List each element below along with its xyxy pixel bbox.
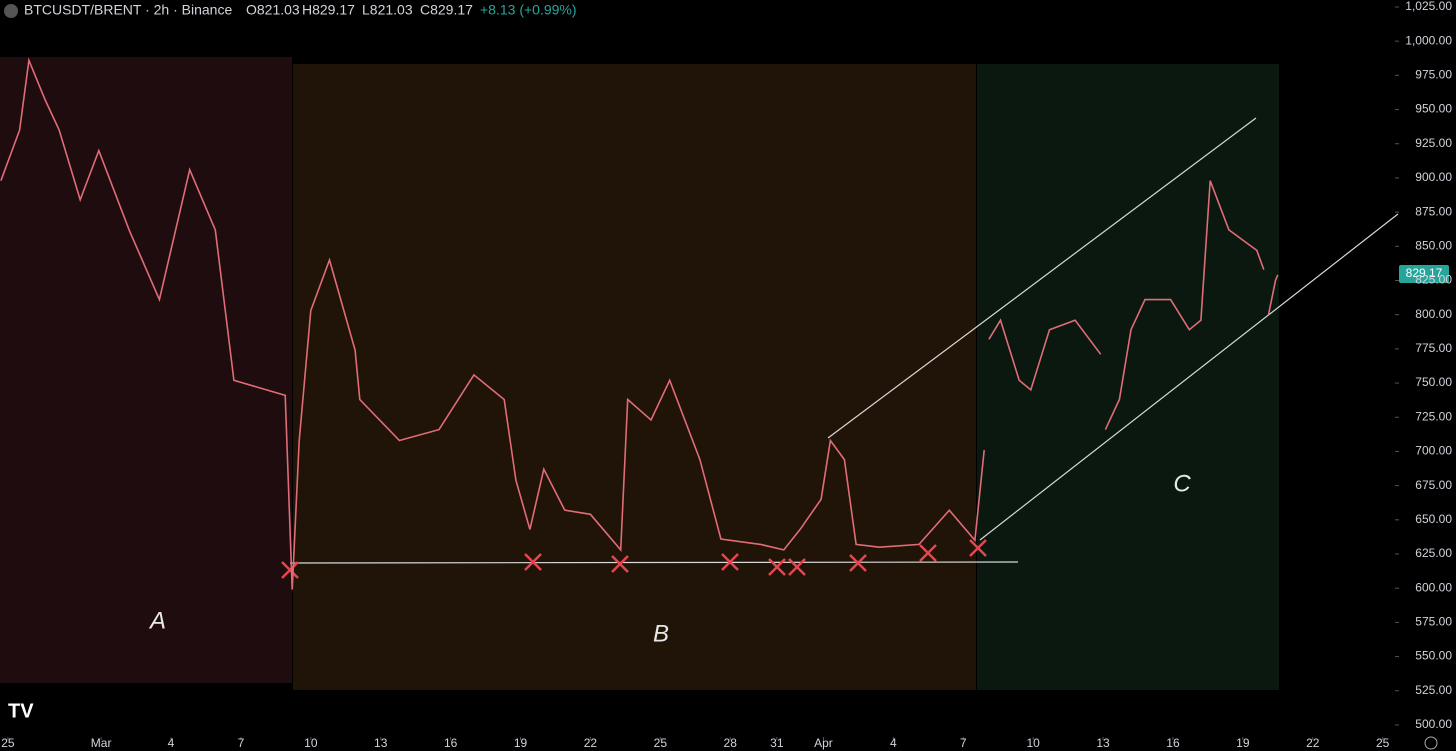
y-tick-label: 725.00 (1415, 409, 1452, 423)
y-tick-label: 975.00 (1415, 68, 1452, 82)
zone-label: A (148, 607, 166, 634)
zone-c (977, 64, 1279, 690)
touch-markers (281, 539, 987, 579)
x-tick-label: 19 (514, 736, 528, 750)
zone-b (293, 64, 976, 690)
zone-a (0, 57, 292, 683)
y-tick-label: 925.00 (1415, 136, 1452, 150)
x-tick-label: 10 (304, 736, 318, 750)
channel-lower (979, 213, 1399, 541)
x-tick-label: 13 (374, 736, 388, 750)
y-tick-label: 950.00 (1415, 102, 1452, 116)
symbol-icon (4, 4, 18, 18)
x-tick-label: 13 (1096, 736, 1110, 750)
zone-label: C (1173, 470, 1191, 497)
high: H829.17 (302, 2, 355, 18)
x-tick-label: 10 (1026, 736, 1040, 750)
y-tick-label: 625.00 (1415, 546, 1452, 560)
x-tick-label: Mar (91, 736, 112, 750)
y-tick-label: 575.00 (1415, 615, 1452, 629)
channel-upper (827, 117, 1257, 439)
y-tick-label: 1,025.00 (1405, 0, 1452, 13)
price-tag-label: 829.17 (1406, 266, 1443, 280)
y-tick-label: 775.00 (1415, 341, 1452, 355)
change: +8.13 (+0.99%) (480, 2, 577, 18)
touch-marker (281, 561, 299, 579)
y-tick-label: 600.00 (1415, 580, 1452, 594)
y-tick-label: 650.00 (1415, 512, 1452, 526)
x-tick-label: 22 (584, 736, 598, 750)
support-line (289, 561, 1019, 564)
touch-marker (721, 553, 739, 571)
touch-marker (788, 558, 806, 576)
x-tick-label: 25 (654, 736, 668, 750)
touch-marker (768, 558, 786, 576)
y-tick-label: 750.00 (1415, 375, 1452, 389)
x-tick-label: 22 (1306, 736, 1320, 750)
touch-marker (849, 554, 867, 572)
touch-marker (611, 555, 629, 573)
x-tick-label: 31 (770, 736, 784, 750)
touch-marker (919, 544, 937, 562)
price-tag (1399, 265, 1449, 283)
price-line (0, 57, 1279, 590)
settings-icon[interactable] (1424, 736, 1438, 750)
open: O821.03 (246, 2, 300, 18)
y-tick-label: 825.00 (1415, 273, 1452, 287)
y-tick-label: 800.00 (1415, 307, 1452, 321)
x-tick-label: 4 (168, 736, 175, 750)
y-tick-label: 500.00 (1415, 717, 1452, 731)
logo: TV (8, 700, 34, 722)
title: BTCUSDT/BRENT · 2h · Binance (24, 2, 232, 18)
close: C829.17 (420, 2, 473, 18)
y-tick-label: 1,000.00 (1405, 33, 1452, 47)
zone-label: B (653, 620, 669, 647)
x-tick-label: 25 (1376, 736, 1390, 750)
x-tick-label: 16 (444, 736, 458, 750)
y-tick-label: 875.00 (1415, 204, 1452, 218)
x-tick-label: 7 (238, 736, 245, 750)
x-tick-label: 16 (1166, 736, 1180, 750)
y-tick-label: 525.00 (1415, 683, 1452, 697)
x-tick-label: 19 (1236, 736, 1250, 750)
y-tick-label: 900.00 (1415, 170, 1452, 184)
y-tick-label: 850.00 (1415, 238, 1452, 252)
x-tick-label: 4 (890, 736, 897, 750)
x-tick-label: 25 (1, 736, 15, 750)
x-tick-label: 7 (960, 736, 967, 750)
low: L821.03 (362, 2, 413, 18)
y-tick-label: 700.00 (1415, 444, 1452, 458)
y-tick-label: 675.00 (1415, 478, 1452, 492)
touch-marker (969, 539, 987, 557)
x-tick-label: 28 (724, 736, 738, 750)
y-tick-label: 550.00 (1415, 649, 1452, 663)
x-tick-label: Apr (814, 736, 833, 750)
touch-marker (524, 553, 542, 571)
